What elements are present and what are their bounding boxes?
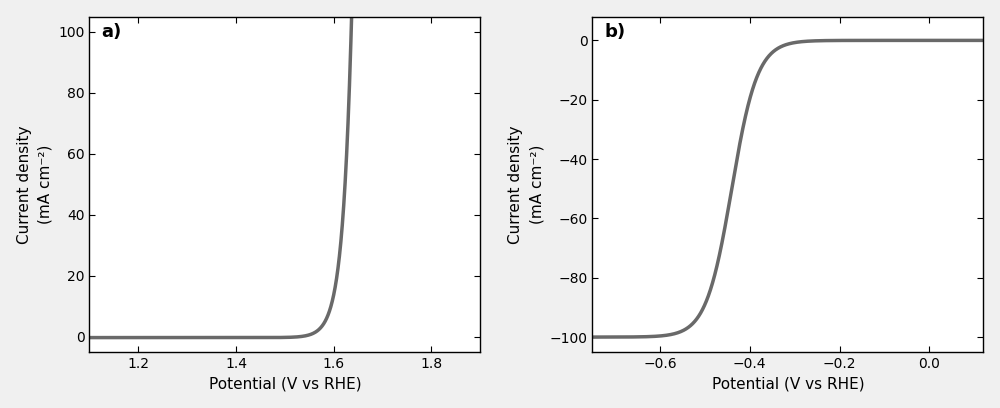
- Y-axis label: Current density
(mA cm⁻²): Current density (mA cm⁻²): [17, 125, 53, 244]
- Text: a): a): [101, 23, 121, 41]
- X-axis label: Potential (V vs RHE): Potential (V vs RHE): [712, 376, 864, 391]
- Text: b): b): [604, 23, 625, 41]
- X-axis label: Potential (V vs RHE): Potential (V vs RHE): [209, 376, 361, 391]
- Y-axis label: Current density
(mA cm⁻²): Current density (mA cm⁻²): [508, 125, 544, 244]
